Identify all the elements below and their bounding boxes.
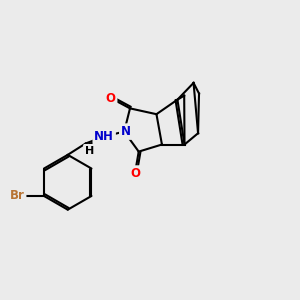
Text: O: O <box>106 92 116 105</box>
Text: N: N <box>121 125 131 138</box>
Text: H: H <box>85 146 94 156</box>
Text: O: O <box>130 167 140 180</box>
Text: NH: NH <box>94 130 114 143</box>
Text: Br: Br <box>10 190 25 202</box>
